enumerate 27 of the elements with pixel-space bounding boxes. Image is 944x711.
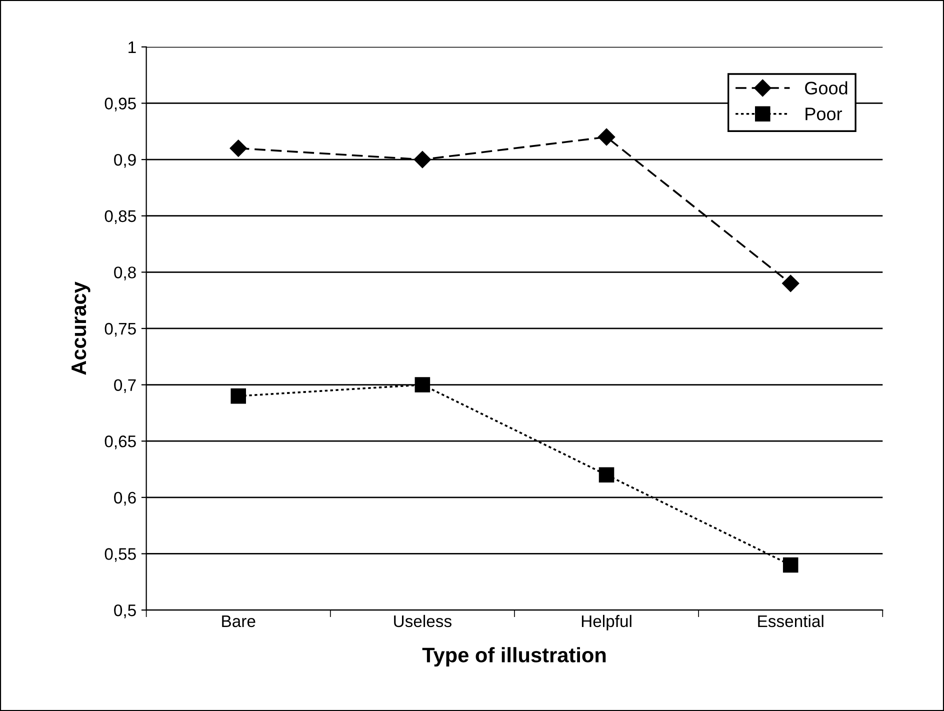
legend-label: Good bbox=[805, 81, 848, 94]
y-axis-title: Accuracy bbox=[72, 282, 90, 375]
y-tick-label: 0,5 bbox=[114, 604, 136, 618]
y-tick-label: 0,8 bbox=[114, 266, 136, 280]
y-tick-label: 0,95 bbox=[104, 98, 136, 112]
y-tick-label: 0,65 bbox=[104, 436, 136, 450]
point bbox=[598, 128, 616, 146]
point bbox=[782, 557, 798, 573]
y-tick-label: 0,55 bbox=[104, 548, 136, 562]
x-tick-label: Bare bbox=[222, 616, 256, 628]
legend-label: Poor bbox=[806, 108, 842, 120]
y-tick-label: 0,7 bbox=[114, 379, 136, 393]
point bbox=[230, 388, 246, 404]
point bbox=[598, 467, 614, 483]
point bbox=[230, 140, 247, 157]
point bbox=[414, 150, 431, 168]
y-tick-label: 0,6 bbox=[114, 492, 136, 506]
y-tick-label: 0,85 bbox=[104, 210, 136, 224]
point bbox=[782, 274, 800, 292]
x-tick-label: Useless bbox=[394, 614, 452, 628]
y-tick-label: 0,75 bbox=[104, 322, 136, 337]
y-tick-label: 1 bbox=[128, 42, 136, 53]
x-axis-title: Type of illustration bbox=[422, 647, 606, 667]
x-tick-label: Essential bbox=[758, 614, 824, 628]
y-tick-label: 0,9 bbox=[114, 154, 136, 168]
x-tick-label: Helpful bbox=[582, 614, 632, 630]
point bbox=[414, 377, 430, 392]
